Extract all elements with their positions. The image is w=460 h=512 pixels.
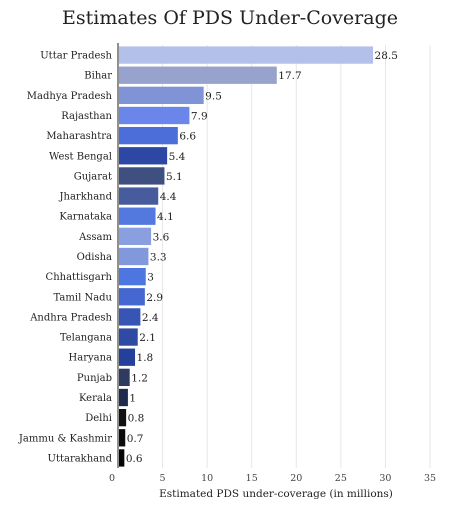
category-label: Jharkhand: [59, 192, 113, 203]
x-tick-label: 25: [335, 473, 347, 484]
x-tick-label: 20: [290, 473, 302, 484]
value-label: 0.7: [127, 433, 144, 445]
value-label: 0.8: [128, 413, 145, 425]
value-label: 0.6: [126, 453, 143, 465]
bar: [119, 328, 138, 346]
category-label: Bihar: [84, 71, 112, 82]
bar: [119, 308, 141, 326]
bar: [119, 247, 149, 266]
x-tick-labels: 0 5 10 15 20 25 30 35: [109, 473, 436, 484]
bar: [119, 187, 159, 205]
bars: [119, 46, 374, 467]
value-label: 4.1: [157, 211, 174, 223]
value-label: 6.6: [179, 131, 196, 143]
bar: [119, 288, 145, 306]
value-label: 3.3: [150, 252, 167, 264]
x-tick-label: 30: [379, 473, 391, 484]
value-label: 1.8: [137, 352, 154, 364]
bar: [119, 348, 136, 366]
value-label: 7.9: [191, 111, 208, 123]
x-tick-label: 15: [246, 473, 258, 484]
x-tick-label: 5: [160, 473, 166, 484]
value-labels: 28.5 17.7 9.5 7.9 6.6 5.4 5.1 4.4 4.1 3.6 3.3 3 2.9 2…: [126, 50, 398, 465]
category-label: Telangana: [60, 333, 112, 344]
category-label: Odisha: [77, 252, 112, 263]
bar: [119, 86, 204, 105]
category-label: Chhattisgarh: [46, 272, 113, 283]
grid-lines: [162, 45, 431, 468]
value-label: 4.4: [160, 191, 177, 203]
bar: [119, 207, 156, 225]
category-label: Kerala: [79, 393, 112, 404]
category-label: Assam: [78, 232, 112, 243]
value-label: 5.4: [169, 151, 186, 163]
category-label: Delhi: [85, 413, 112, 424]
value-label: 5.1: [166, 171, 183, 183]
category-label: Maharashtra: [46, 131, 112, 142]
x-tick-label: 10: [201, 473, 213, 484]
category-label: Gujarat: [74, 171, 112, 182]
value-label: 28.5: [375, 50, 398, 62]
bar: [119, 388, 128, 407]
bar: [119, 267, 146, 286]
bar: [119, 126, 178, 145]
category-label: Punjab: [77, 373, 112, 384]
category-label: Uttarakhand: [48, 453, 113, 464]
bar: [119, 167, 165, 185]
bar: [119, 106, 190, 125]
category-label: Haryana: [69, 353, 113, 364]
value-label: 2.4: [142, 312, 159, 324]
bar: [119, 227, 152, 246]
category-labels: Uttar Pradesh Bihar Madhya Pradesh Rajastha…: [18, 51, 113, 465]
category-label: Uttar Pradesh: [40, 51, 112, 62]
category-label: Andhra Pradesh: [29, 312, 112, 323]
x-axis-title: Estimated PDS under-coverage (in million…: [159, 488, 393, 500]
category-label: Rajasthan: [61, 111, 112, 122]
category-label: Karnataka: [59, 212, 112, 223]
value-label: 1: [129, 393, 136, 405]
bar: [119, 368, 130, 387]
value-label: 1.2: [131, 372, 148, 384]
bar: [119, 147, 168, 165]
category-label: Madhya Pradesh: [27, 91, 113, 102]
value-label: 2.1: [139, 332, 156, 344]
value-label: 2.9: [146, 292, 163, 304]
value-label: 17.7: [278, 70, 301, 82]
bar: [119, 449, 125, 467]
category-label: West Bengal: [49, 151, 112, 162]
value-label: 9.5: [205, 90, 222, 102]
value-label: 3.6: [153, 231, 170, 243]
bar: [119, 429, 126, 447]
chart-title: Estimates Of PDS Under-Coverage: [62, 7, 398, 29]
value-label: 3: [147, 272, 154, 284]
x-tick-label: 0: [109, 473, 115, 484]
x-tick-label: 35: [424, 473, 436, 484]
bar: [119, 66, 277, 84]
bar: [119, 46, 374, 64]
bar: [119, 408, 127, 427]
category-label: Tamil Nadu: [54, 292, 113, 303]
category-label: Jammu & Kashmir: [18, 433, 112, 444]
